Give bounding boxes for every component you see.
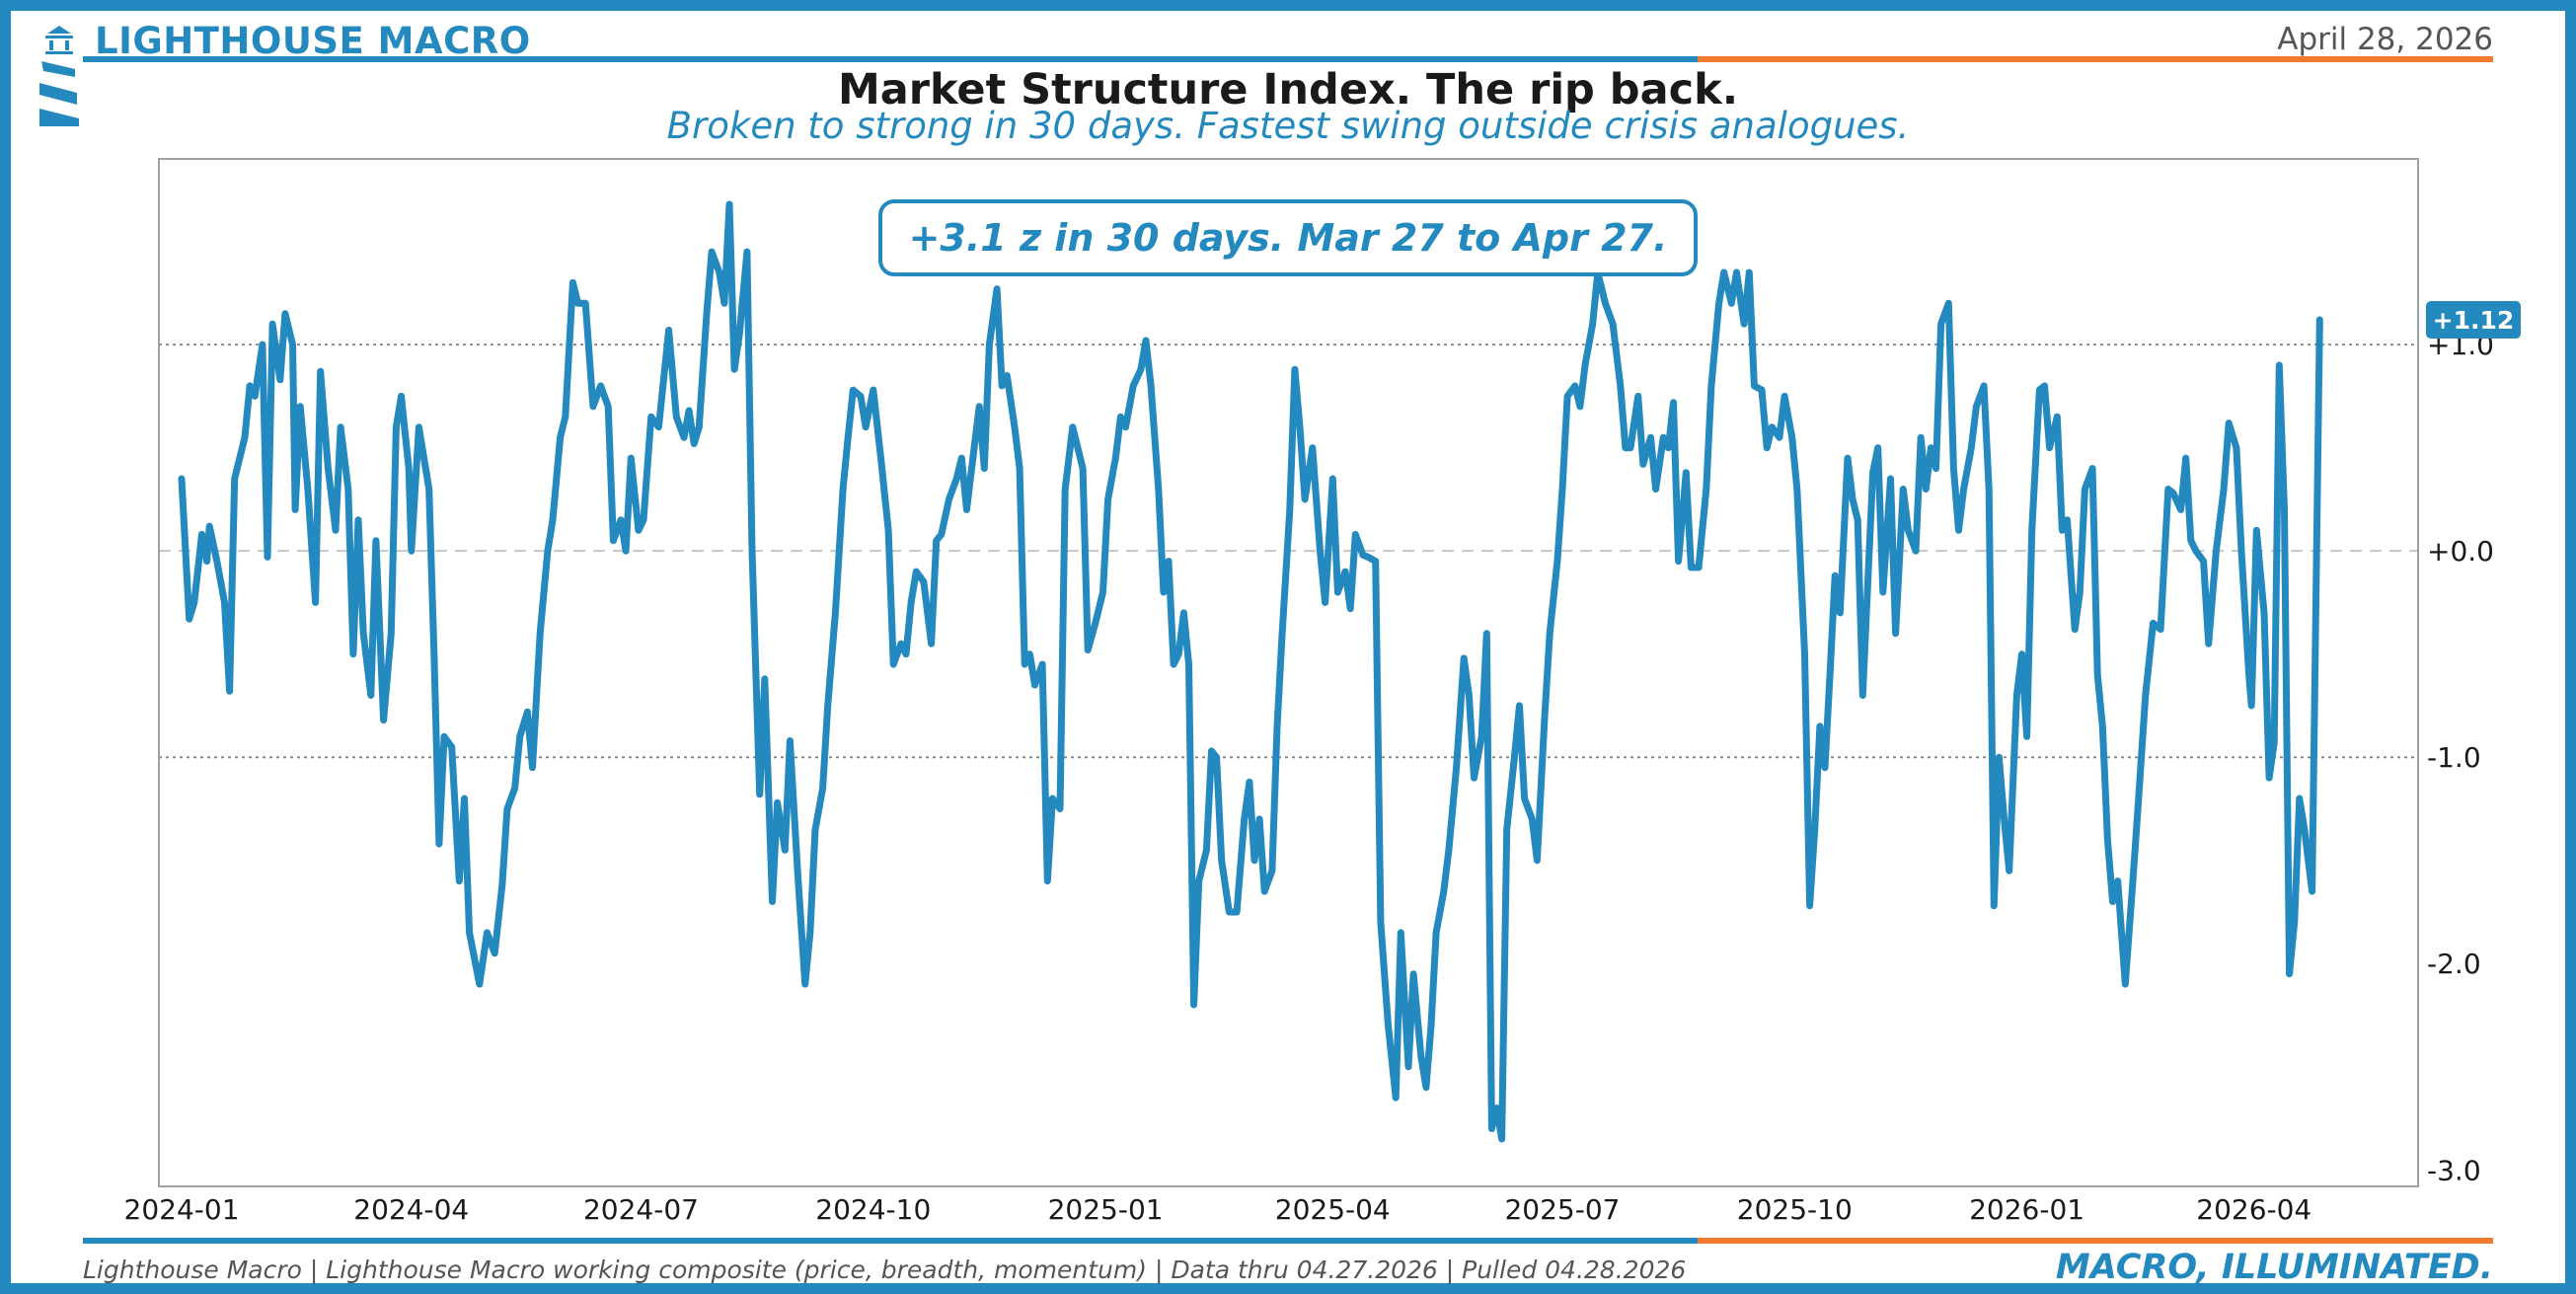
footer-tagline: MACRO, ILLUMINATED. bbox=[2055, 1248, 2493, 1287]
x-tick-label: 2024-04 bbox=[353, 1193, 469, 1226]
x-tick-label: 2024-01 bbox=[124, 1193, 240, 1226]
y-tick-label: -2.0 bbox=[2427, 948, 2481, 980]
report-date: April 28, 2026 bbox=[2277, 22, 2493, 57]
last-value-label: +1.12 bbox=[2433, 306, 2515, 335]
header-rule-orange bbox=[1698, 56, 2493, 62]
brand-name: LIGHTHOUSE MACRO bbox=[95, 20, 531, 62]
y-tick-label: -1.0 bbox=[2427, 741, 2481, 774]
x-tick-label: 2024-07 bbox=[583, 1193, 699, 1226]
series-line bbox=[178, 200, 2323, 1143]
page-subtitle: Broken to strong in 30 days. Fastest swi… bbox=[666, 105, 1910, 147]
footer-rule-orange bbox=[1698, 1238, 2493, 1244]
y-tick-label: +0.0 bbox=[2427, 535, 2494, 568]
last-value-badge bbox=[2426, 301, 2521, 340]
x-tick-label: 2026-01 bbox=[1969, 1193, 2084, 1226]
x-tick-label: 2026-04 bbox=[2196, 1193, 2311, 1226]
plot-area bbox=[158, 158, 2419, 1187]
x-tick-label: 2025-07 bbox=[1504, 1193, 1620, 1226]
x-tick-label: 2025-01 bbox=[1048, 1193, 1164, 1226]
x-tick-label: 2024-10 bbox=[815, 1193, 931, 1226]
page-title: Market Structure Index. The rip back. bbox=[837, 65, 1739, 114]
y-tick-label: -3.0 bbox=[2427, 1154, 2481, 1186]
annotation-text: +3.1 z in 30 days. Mar 27 to Apr 27. bbox=[909, 216, 1668, 260]
x-tick-label: 2025-04 bbox=[1275, 1193, 1391, 1226]
footer-source: Lighthouse Macro | Lighthouse Macro work… bbox=[83, 1256, 1687, 1284]
annotation-box bbox=[878, 199, 1698, 276]
lighthouse-icon bbox=[39, 26, 79, 126]
footer-rule-blue bbox=[83, 1238, 1698, 1244]
header-rule-blue bbox=[83, 56, 1698, 62]
x-tick-label: 2025-10 bbox=[1737, 1193, 1853, 1226]
